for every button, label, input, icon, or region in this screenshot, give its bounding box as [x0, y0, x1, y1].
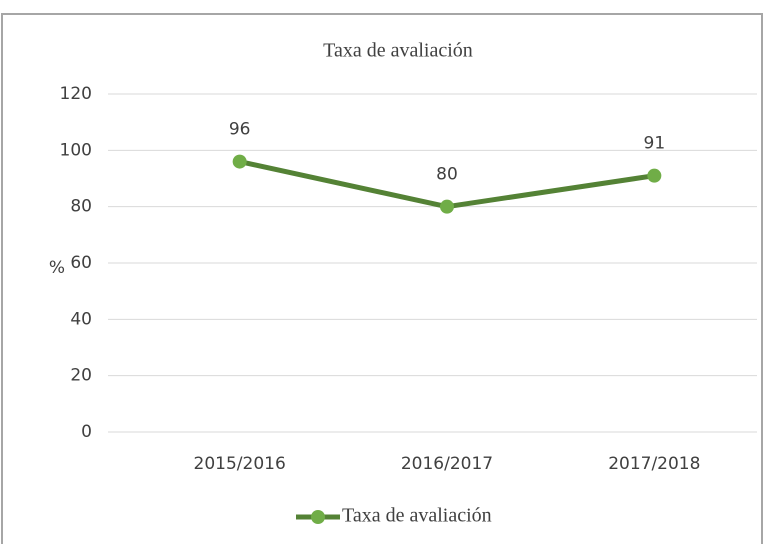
y-tick-label: 0	[81, 422, 92, 442]
y-axis-label: %	[49, 258, 65, 278]
chart-title: Taxa de avaliación	[323, 40, 473, 62]
y-tick-label: 80	[70, 197, 92, 217]
x-tick-label: 2017/2018	[608, 454, 700, 474]
legend-label: Taxa de avaliación	[342, 505, 492, 527]
chart-frame	[1, 13, 763, 544]
data-label: 80	[436, 165, 458, 185]
y-tick-label: 60	[70, 253, 92, 273]
y-tick-label: 120	[60, 84, 92, 104]
data-label: 96	[229, 120, 251, 140]
legend-marker	[311, 510, 325, 524]
y-tick-label: 40	[70, 309, 92, 329]
data-point	[440, 199, 454, 214]
x-tick-label: 2016/2017	[401, 454, 493, 474]
y-tick-label: 100	[60, 140, 92, 160]
data-point	[647, 168, 662, 183]
y-tick-label: 20	[70, 366, 92, 386]
data-point	[232, 154, 247, 169]
data-label: 91	[644, 134, 666, 154]
x-tick-label: 2015/2016	[194, 454, 286, 474]
